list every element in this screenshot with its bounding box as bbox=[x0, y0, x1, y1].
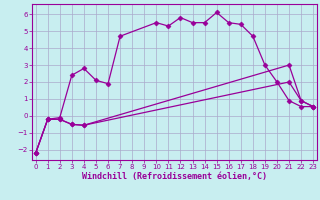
X-axis label: Windchill (Refroidissement éolien,°C): Windchill (Refroidissement éolien,°C) bbox=[82, 172, 267, 181]
